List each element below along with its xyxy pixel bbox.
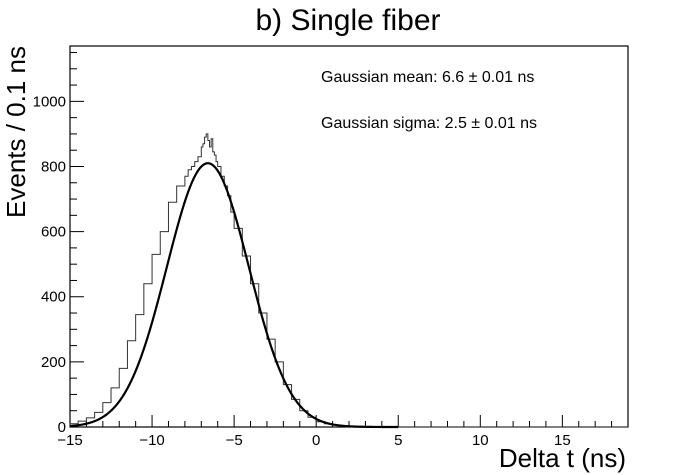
x-tick-label: 0: [312, 432, 320, 449]
x-axis-label: Delta t (ns): [499, 443, 626, 473]
y-tick-label: 200: [41, 354, 66, 371]
x-tick-label: −5: [226, 432, 243, 449]
annotation-sigma: Gaussian sigma: 2.5 ± 0.01 ns: [321, 115, 537, 132]
y-tick-label: 800: [41, 158, 66, 175]
x-tick-label: 5: [394, 432, 402, 449]
plot-frame: [69, 45, 629, 428]
x-tick-label: −10: [139, 432, 164, 449]
data-series: [69, 133, 628, 429]
axis-ticks: −15 −10 −5 0 5 10 15 0 200 400 600 800 1000: [33, 52, 629, 449]
x-tick-label: 10: [472, 432, 489, 449]
x-tick-label: −15: [57, 432, 82, 449]
chart-title: b) Single fiber: [255, 4, 440, 37]
annotation-mean: Gaussian mean: 6.6 ± 0.01 ns: [321, 69, 534, 86]
gaussian-fit-line: [69, 162, 399, 429]
histogram-series: [69, 133, 628, 428]
y-axis-label: Events / 0.1 ns: [1, 46, 31, 218]
y-tick-label: 1000: [33, 93, 66, 110]
x-tick-label: 15: [554, 432, 571, 449]
y-tick-label: 400: [41, 289, 66, 306]
y-tick-label: 600: [41, 224, 66, 241]
y-tick-label: 0: [58, 419, 66, 436]
